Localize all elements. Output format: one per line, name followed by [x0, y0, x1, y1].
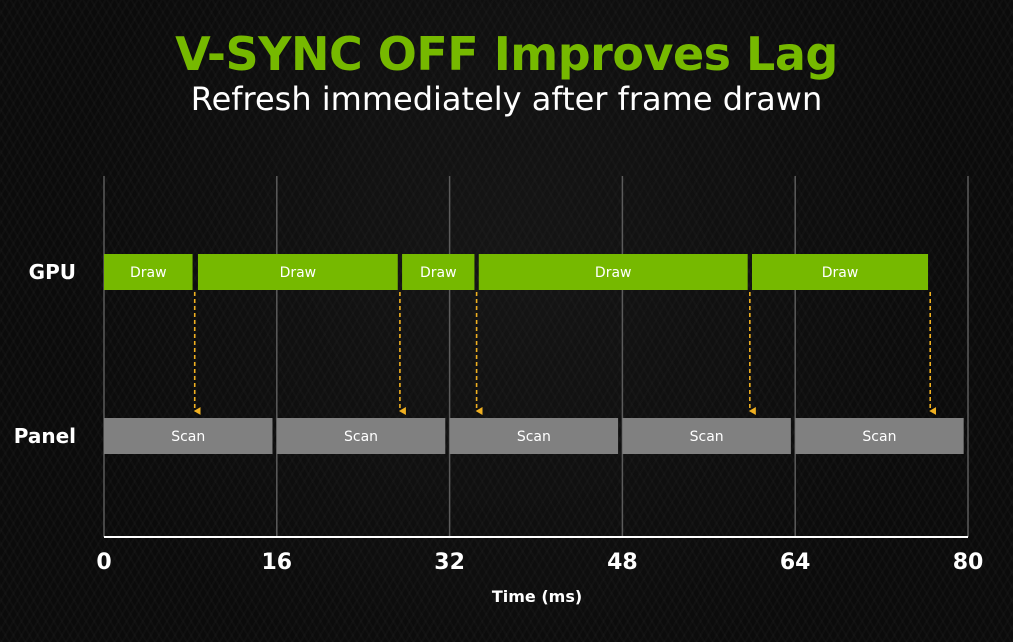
panel-row-label: Panel	[14, 424, 76, 448]
axis-labels: GPU Panel Time (ms) 0 16 32 48 64 80	[14, 260, 984, 606]
scan-bar	[622, 418, 791, 454]
draw-bar	[104, 254, 193, 290]
x-axis-label: Time (ms)	[492, 587, 582, 606]
draw-bar-label: Draw	[822, 265, 859, 281]
gpu-row-label: GPU	[29, 260, 76, 284]
draw-bar	[402, 254, 475, 290]
draw-bar	[197, 254, 398, 290]
scan-bar-label: Scan	[517, 429, 551, 445]
scan-bar	[795, 418, 964, 454]
draw-bar	[752, 254, 929, 290]
gridlines	[103, 176, 969, 538]
x-tick-label: 0	[96, 550, 111, 575]
draw-bar	[478, 254, 748, 290]
scan-bar	[104, 418, 273, 454]
x-tick-label: 32	[434, 550, 465, 575]
x-tick-label: 80	[953, 550, 984, 575]
scan-bar-label: Scan	[344, 429, 378, 445]
scan-bar-label: Scan	[862, 429, 896, 445]
scan-bar-label: Scan	[690, 429, 724, 445]
x-tick-label: 16	[261, 550, 292, 575]
bars: Draw Draw Draw Draw Draw Scan Scan Scan Scan Scan	[104, 254, 964, 454]
scan-bar	[449, 418, 619, 454]
scan-bar-label: Scan	[171, 429, 205, 445]
draw-bar-label: Draw	[280, 265, 317, 281]
draw-bar-label: Draw	[130, 265, 167, 281]
scan-bar	[276, 418, 446, 454]
x-tick-label: 64	[780, 550, 811, 575]
slide-title: V-SYNC OFF Improves Lag	[175, 27, 838, 81]
x-tick-label: 48	[607, 550, 638, 575]
refresh-arrows	[193, 292, 937, 415]
draw-bar-label: Draw	[420, 265, 457, 281]
draw-bar-label: Draw	[595, 265, 632, 281]
slide-subtitle: Refresh immediately after frame drawn	[190, 80, 823, 118]
